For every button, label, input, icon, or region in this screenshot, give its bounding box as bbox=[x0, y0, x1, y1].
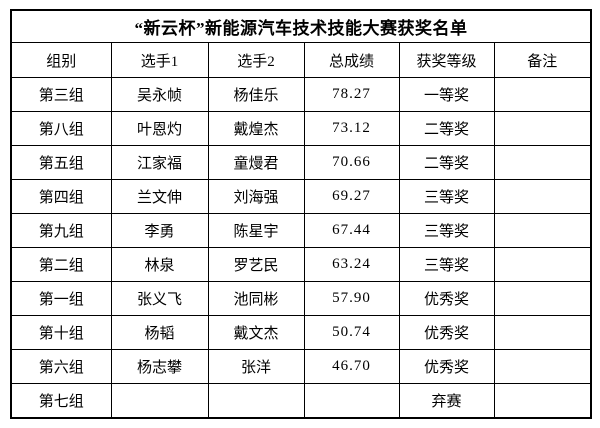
note-cell bbox=[493, 179, 592, 214]
group-cell: 第六组 bbox=[10, 349, 112, 384]
award-cell: 一等奖 bbox=[398, 77, 495, 112]
note-cell bbox=[493, 315, 592, 350]
note-cell bbox=[493, 383, 592, 419]
table-row: 第一组 张义飞 池同彬 57.90 优秀奖 bbox=[10, 281, 592, 316]
score-cell: 69.27 bbox=[303, 179, 400, 214]
player1-cell: 吴永帧 bbox=[110, 77, 209, 112]
group-cell: 第九组 bbox=[10, 213, 112, 248]
group-cell: 第五组 bbox=[10, 145, 112, 180]
award-results-table: “新云杯”新能源汽车技术技能大赛获奖名单 组别 选手1 选手2 总成绩 获奖等级 备注 第… bbox=[10, 9, 592, 419]
column-header: 备注 bbox=[493, 42, 592, 78]
score-cell: 70.66 bbox=[303, 145, 400, 180]
award-cell: 优秀奖 bbox=[398, 349, 495, 384]
column-header: 获奖等级 bbox=[398, 42, 495, 78]
table-row: 第四组 兰文伸 刘海强 69.27 三等奖 bbox=[10, 179, 592, 214]
player1-cell bbox=[110, 383, 209, 419]
table-row: 第八组 叶恩灼 戴煌杰 73.12 二等奖 bbox=[10, 111, 592, 146]
group-cell: 第一组 bbox=[10, 281, 112, 316]
player2-cell: 池同彬 bbox=[207, 281, 305, 316]
player1-cell: 江家福 bbox=[110, 145, 209, 180]
player1-cell: 杨韬 bbox=[110, 315, 209, 350]
score-cell: 63.24 bbox=[303, 247, 400, 282]
award-cell: 三等奖 bbox=[398, 179, 495, 214]
player2-cell: 戴文杰 bbox=[207, 315, 305, 350]
note-cell bbox=[493, 213, 592, 248]
column-header: 组别 bbox=[10, 42, 112, 78]
group-cell: 第二组 bbox=[10, 247, 112, 282]
note-cell bbox=[493, 145, 592, 180]
award-cell: 优秀奖 bbox=[398, 315, 495, 350]
player1-cell: 杨志攀 bbox=[110, 349, 209, 384]
table-row: 第六组 杨志攀 张洋 46.70 优秀奖 bbox=[10, 349, 592, 384]
group-cell: 第四组 bbox=[10, 179, 112, 214]
score-cell: 57.90 bbox=[303, 281, 400, 316]
group-cell: 第七组 bbox=[10, 383, 112, 419]
player1-cell: 兰文伸 bbox=[110, 179, 209, 214]
award-cell: 优秀奖 bbox=[398, 281, 495, 316]
award-cell: 弃赛 bbox=[398, 383, 495, 419]
note-cell bbox=[493, 247, 592, 282]
column-header: 选手2 bbox=[207, 42, 305, 78]
table-title-row: “新云杯”新能源汽车技术技能大赛获奖名单 bbox=[10, 9, 592, 43]
award-cell: 三等奖 bbox=[398, 247, 495, 282]
column-header: 总成绩 bbox=[303, 42, 400, 78]
award-cell: 三等奖 bbox=[398, 213, 495, 248]
player2-cell: 戴煌杰 bbox=[207, 111, 305, 146]
score-cell: 50.74 bbox=[303, 315, 400, 350]
score-cell: 73.12 bbox=[303, 111, 400, 146]
table-row: 第十组 杨韬 戴文杰 50.74 优秀奖 bbox=[10, 315, 592, 350]
group-cell: 第十组 bbox=[10, 315, 112, 350]
player1-cell: 叶恩灼 bbox=[110, 111, 209, 146]
note-cell bbox=[493, 349, 592, 384]
player2-cell: 陈星宇 bbox=[207, 213, 305, 248]
player2-cell: 刘海强 bbox=[207, 179, 305, 214]
group-cell: 第三组 bbox=[10, 77, 112, 112]
column-header: 选手1 bbox=[110, 42, 209, 78]
player2-cell: 罗艺民 bbox=[207, 247, 305, 282]
table-row: 第七组 弃赛 bbox=[10, 383, 592, 419]
award-cell: 二等奖 bbox=[398, 145, 495, 180]
score-cell: 46.70 bbox=[303, 349, 400, 384]
player2-cell bbox=[207, 383, 305, 419]
table-row: 第九组 李勇 陈星宇 67.44 三等奖 bbox=[10, 213, 592, 248]
player2-cell: 张洋 bbox=[207, 349, 305, 384]
table-header-row: 组别 选手1 选手2 总成绩 获奖等级 备注 bbox=[10, 42, 592, 78]
note-cell bbox=[493, 281, 592, 316]
player2-cell: 童熳君 bbox=[207, 145, 305, 180]
note-cell bbox=[493, 77, 592, 112]
score-cell: 67.44 bbox=[303, 213, 400, 248]
player1-cell: 张义飞 bbox=[110, 281, 209, 316]
player1-cell: 李勇 bbox=[110, 213, 209, 248]
score-cell bbox=[303, 383, 400, 419]
note-cell bbox=[493, 111, 592, 146]
player2-cell: 杨佳乐 bbox=[207, 77, 305, 112]
table-row: 第二组 林泉 罗艺民 63.24 三等奖 bbox=[10, 247, 592, 282]
table-row: 第五组 江家福 童熳君 70.66 二等奖 bbox=[10, 145, 592, 180]
group-cell: 第八组 bbox=[10, 111, 112, 146]
table-row: 第三组 吴永帧 杨佳乐 78.27 一等奖 bbox=[10, 77, 592, 112]
page-title: “新云杯”新能源汽车技术技能大赛获奖名单 bbox=[10, 9, 592, 43]
award-cell: 二等奖 bbox=[398, 111, 495, 146]
score-cell: 78.27 bbox=[303, 77, 400, 112]
player1-cell: 林泉 bbox=[110, 247, 209, 282]
